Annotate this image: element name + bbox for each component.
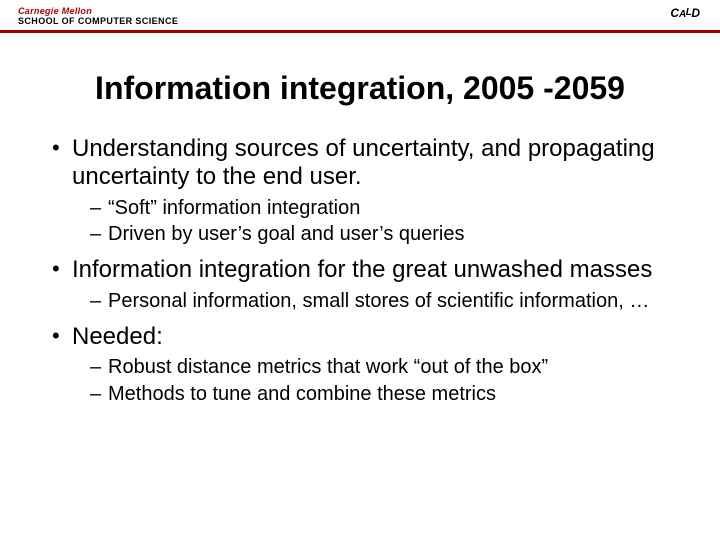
sub-bullet-list: Robust distance metrics that work “out o…	[90, 355, 670, 406]
sub-bullet-text: “Soft” information integration	[108, 196, 670, 220]
bullet-list: Understanding sources of uncertainty, an…	[50, 135, 670, 406]
sub-bullet-text: Robust distance metrics that work “out o…	[108, 355, 670, 379]
sub-bullet-item: “Soft” information integration	[90, 196, 670, 220]
bullet-text: Needed:	[72, 323, 670, 351]
bullet-text: Understanding sources of uncertainty, an…	[72, 135, 670, 192]
sub-bullet-item: Personal information, small stores of sc…	[90, 289, 670, 313]
logo-line1: Carnegie Mellon	[18, 6, 178, 16]
sub-bullet-text: Driven by user’s goal and user’s queries	[108, 222, 670, 246]
bullet-item: Information integration for the great un…	[50, 256, 670, 313]
header-rule	[0, 30, 720, 33]
bullet-item: Needed: Robust distance metrics that wor…	[50, 323, 670, 406]
slide-title: Information integration, 2005 -2059	[0, 70, 720, 107]
slide-header: Carnegie Mellon SCHOOL OF COMPUTER SCIEN…	[0, 0, 720, 40]
sub-bullet-list: “Soft” information integration Driven by…	[90, 196, 670, 247]
sub-bullet-list: Personal information, small stores of sc…	[90, 289, 670, 313]
sub-bullet-item: Methods to tune and combine these metric…	[90, 382, 670, 406]
sub-bullet-text: Personal information, small stores of sc…	[108, 289, 670, 313]
logo-line2: SCHOOL OF COMPUTER SCIENCE	[18, 16, 178, 26]
bullet-item: Understanding sources of uncertainty, an…	[50, 135, 670, 246]
sub-bullet-item: Robust distance metrics that work “out o…	[90, 355, 670, 379]
sub-bullet-text: Methods to tune and combine these metric…	[108, 382, 670, 406]
slide-body: Understanding sources of uncertainty, an…	[0, 107, 720, 406]
sub-bullet-item: Driven by user’s goal and user’s queries	[90, 222, 670, 246]
university-logo: Carnegie Mellon SCHOOL OF COMPUTER SCIEN…	[18, 6, 178, 26]
department-logo: CALD	[670, 6, 700, 20]
bullet-text: Information integration for the great un…	[72, 256, 670, 284]
